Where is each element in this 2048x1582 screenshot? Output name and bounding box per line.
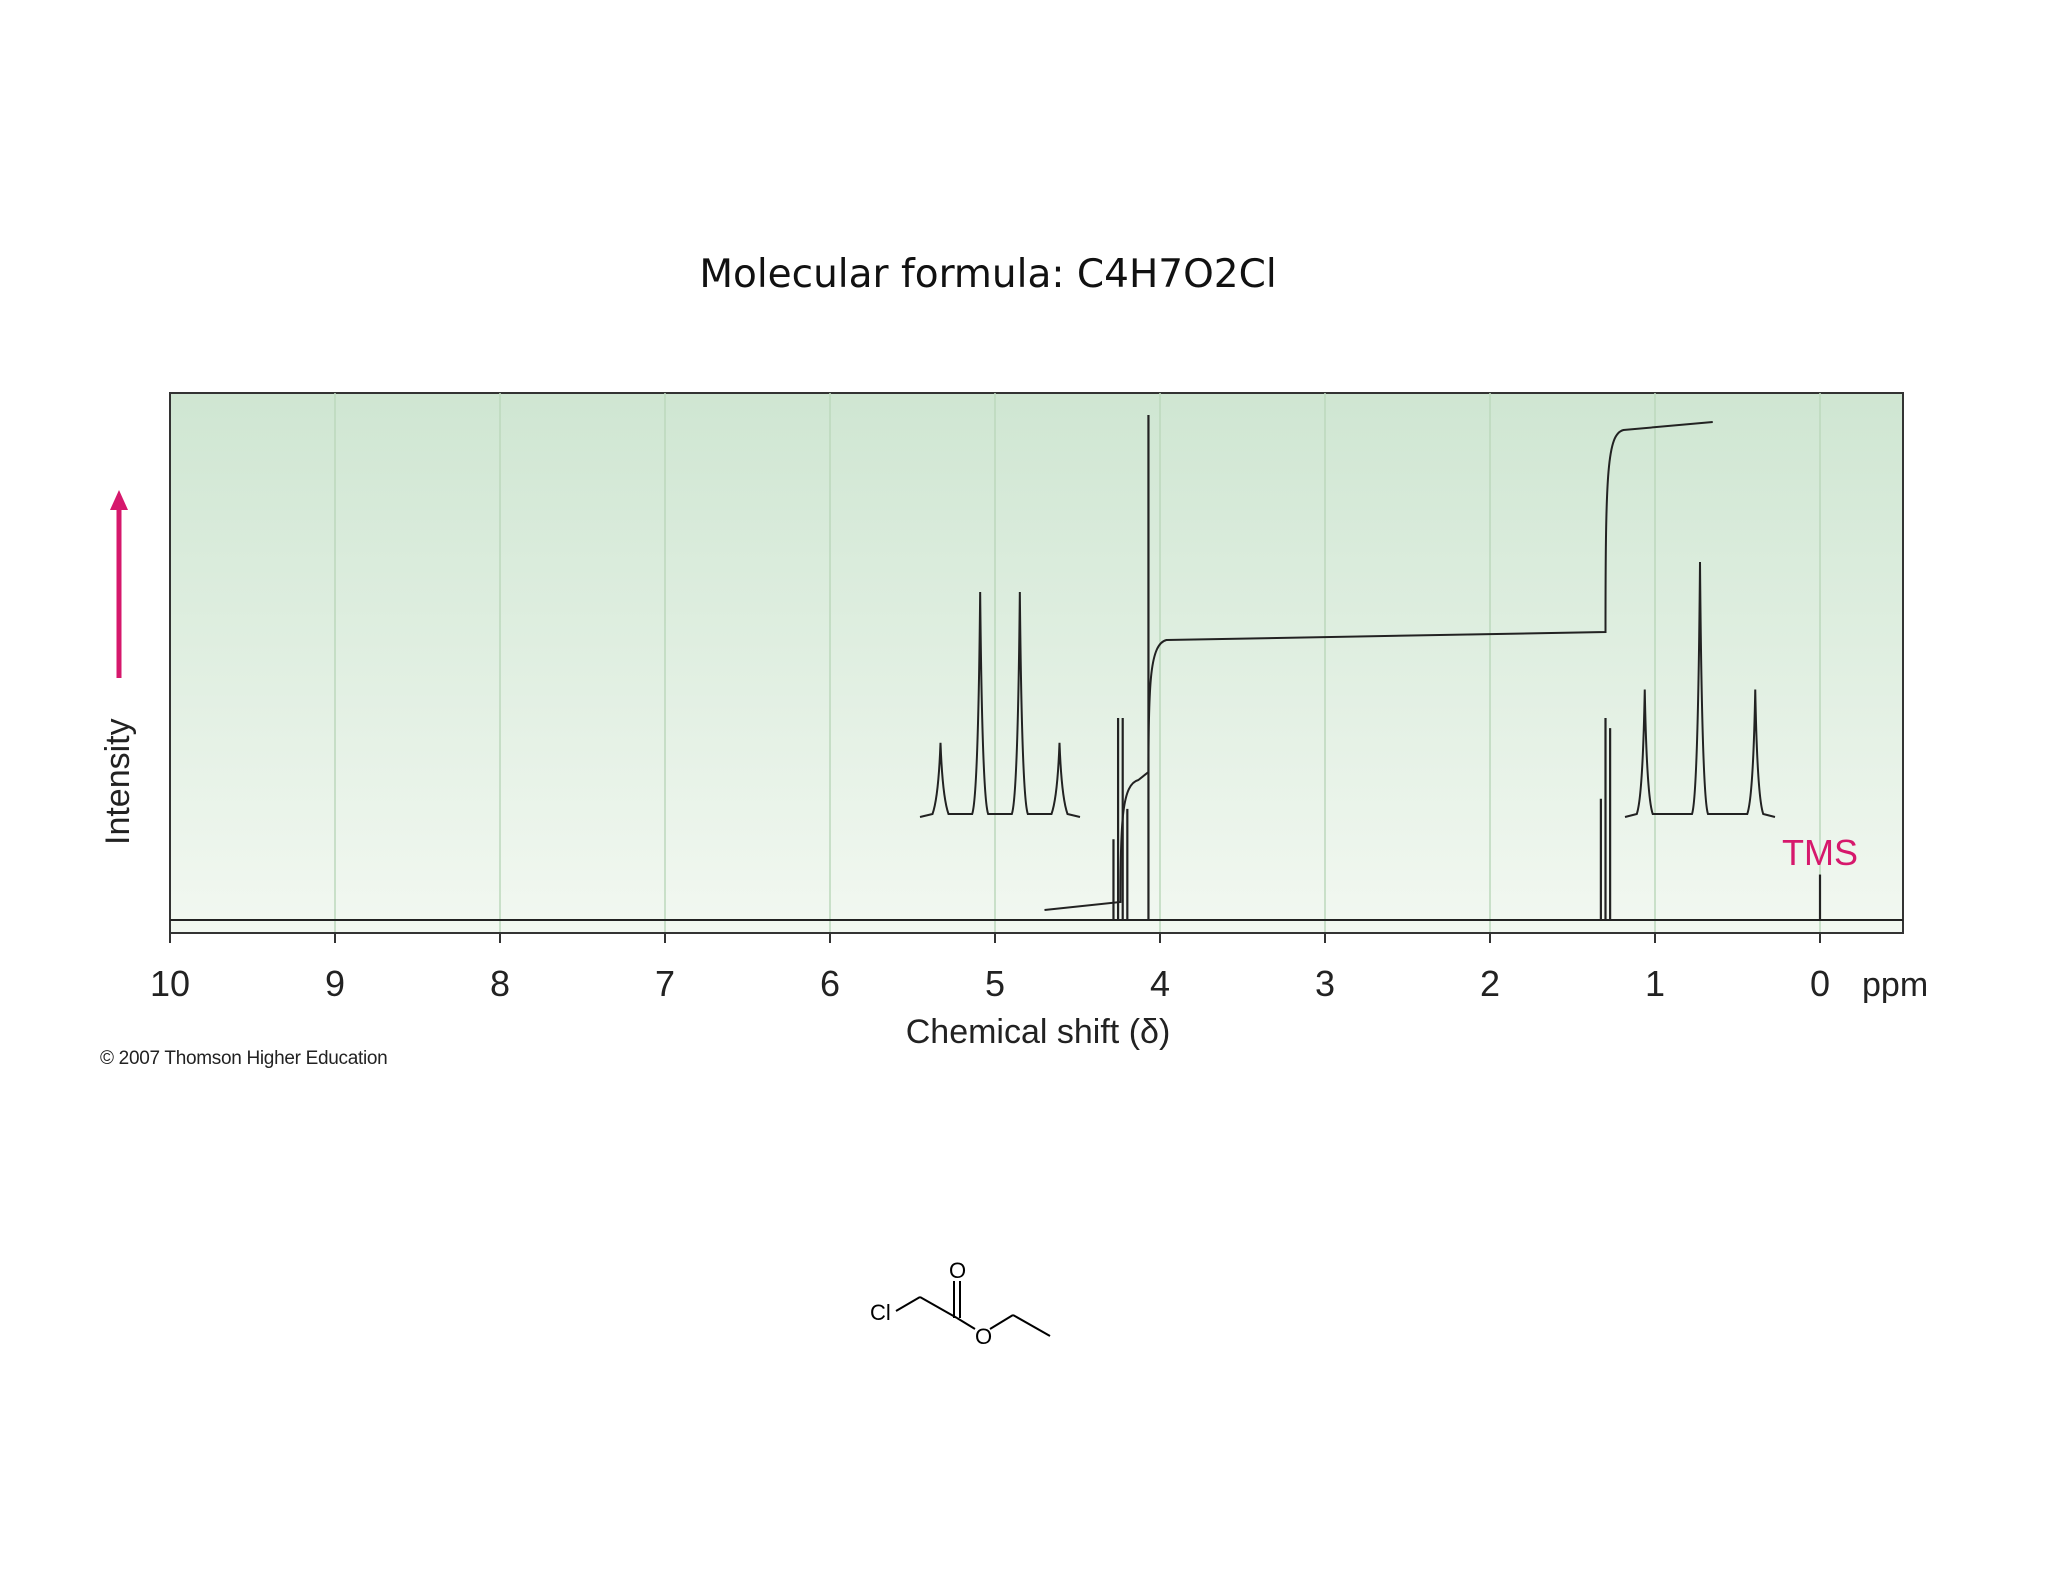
tick-label-0: 0	[1810, 963, 1830, 1004]
tick-label-9: 9	[325, 963, 345, 1004]
tick-label-7: 7	[655, 963, 675, 1004]
tick-label-10: 10	[150, 963, 190, 1004]
x-axis-ticks: 10 9 8 7 6 5 4 3 2 1 0	[150, 932, 1903, 1004]
bond-c-o	[956, 1317, 976, 1330]
tick-label-3: 3	[1315, 963, 1335, 1004]
page-title: Molecular formula: C4H7O2Cl	[699, 252, 1277, 297]
bond-c-c	[919, 1296, 958, 1319]
bond-o-c	[989, 1314, 1014, 1330]
x-axis-unit: ppm	[1862, 966, 1928, 1004]
tick-label-4: 4	[1150, 963, 1170, 1004]
tick-label-2: 2	[1480, 963, 1500, 1004]
copyright-notice: © 2007 Thomson Higher Education	[100, 1048, 388, 1069]
ethyl-chloroacetate-structure: Cl O O	[870, 1258, 1051, 1349]
y-axis-arrow-icon	[110, 490, 128, 510]
tick-label-8: 8	[490, 963, 510, 1004]
grid-lines	[334, 393, 1821, 933]
nmr-spectrum-chart: 10 9 8 7 6 5 4 3 2 1 0 Chemical shift (δ) ppm Inte…	[99, 392, 1928, 1051]
multiplet-inset-triplet	[1624, 561, 1776, 818]
tms-label: TMS	[1782, 832, 1858, 873]
bond-cl-c	[895, 1296, 921, 1312]
y-axis-label: Intensity	[99, 718, 137, 845]
atom-cl: Cl	[870, 1300, 891, 1325]
atom-o-carbonyl: O	[949, 1258, 966, 1283]
plot-area	[169, 392, 1904, 934]
y-axis-label-group: Intensity	[99, 718, 137, 845]
tick-label-1: 1	[1645, 963, 1665, 1004]
tick-label-5: 5	[985, 963, 1005, 1004]
atom-o-ester: O	[975, 1324, 992, 1349]
tick-label-6: 6	[820, 963, 840, 1004]
x-axis-label: Chemical shift (δ)	[906, 1013, 1171, 1051]
integration-curve	[1044, 421, 1713, 911]
multiplet-inset-quartet	[919, 591, 1081, 818]
bond-c-ch3	[1012, 1314, 1051, 1337]
spectrum-traces	[170, 415, 1903, 921]
